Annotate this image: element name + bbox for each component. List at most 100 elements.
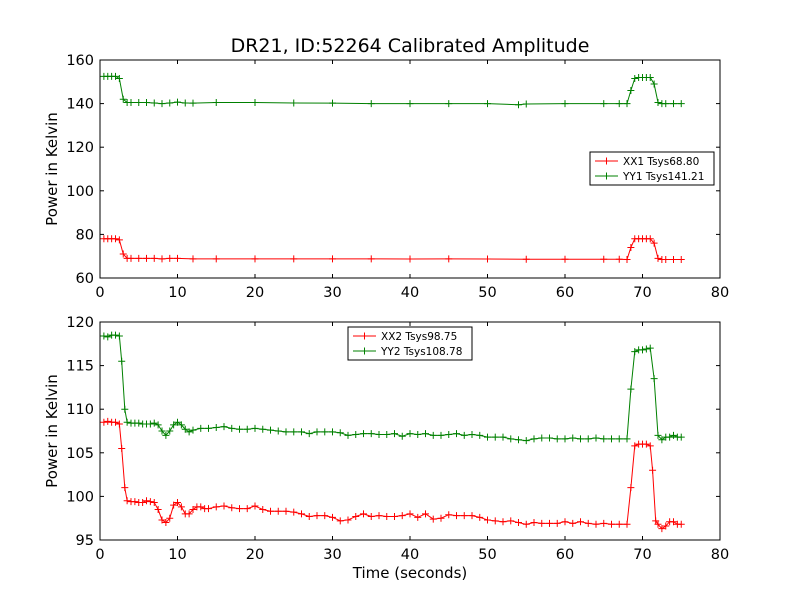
data-point [154, 505, 162, 513]
data-point [197, 503, 205, 511]
data-point [484, 433, 491, 441]
data-point [146, 420, 154, 428]
data-point [123, 418, 131, 426]
data-point [670, 518, 677, 526]
data-point [561, 518, 569, 526]
data-point [166, 254, 174, 262]
x-tick-label: 80 [711, 285, 729, 301]
data-point [177, 503, 185, 511]
data-point [127, 254, 135, 262]
data-point [375, 512, 383, 520]
data-point [646, 344, 654, 352]
data-point [627, 87, 635, 95]
data-point [282, 507, 290, 515]
data-point [561, 100, 569, 108]
data-point [515, 436, 522, 444]
legend-entry: XX1 Tsys68.80 [623, 156, 699, 168]
data-point [189, 255, 197, 263]
data-point [662, 522, 670, 530]
data-point [507, 517, 515, 525]
data-point [329, 428, 336, 436]
data-point [251, 502, 259, 510]
data-point [135, 419, 143, 427]
legend-swatch-marker [361, 332, 368, 340]
y-tick-label: 100 [66, 489, 94, 505]
legend: XX2 Tsys98.75 YY2 Tsys108.78 [347, 326, 473, 361]
data-point [429, 431, 437, 439]
data-point [329, 513, 336, 521]
data-point [650, 80, 658, 88]
x-tick-label: 30 [323, 285, 341, 301]
data-point [507, 435, 515, 443]
data-point [453, 430, 460, 438]
data-point [344, 431, 352, 439]
data-point [391, 430, 398, 438]
data-point [259, 505, 267, 513]
data-point [577, 518, 584, 526]
data-point [670, 431, 677, 439]
data-point [538, 519, 546, 527]
data-point [429, 515, 437, 523]
data-point [367, 255, 375, 263]
data-point [670, 100, 677, 108]
data-point [468, 430, 476, 438]
data-point [146, 498, 154, 506]
data-point [205, 424, 212, 432]
data-point [515, 519, 522, 527]
x-tick-label: 30 [323, 547, 341, 563]
y-tick-label: 95 [76, 533, 94, 549]
data-point [174, 98, 181, 106]
data-point [305, 430, 313, 438]
data-point [615, 435, 623, 443]
data-point [329, 255, 336, 263]
data-point [484, 255, 491, 263]
data-point [290, 428, 298, 436]
data-point [267, 507, 274, 515]
data-point [453, 512, 460, 520]
data-point [360, 510, 367, 518]
data-point [608, 435, 615, 443]
data-point [584, 435, 592, 443]
chart-panel-2: 0 10 20 30 40 50 60 70 80 95 100 105 110 115 120 Power … [43, 315, 729, 582]
data-point [185, 510, 193, 518]
chart-title: DR21, ID:52264 Calibrated Amplitude [231, 35, 590, 57]
data-point [650, 375, 658, 383]
data-point [228, 504, 236, 512]
data-point [437, 431, 445, 439]
data-point [437, 514, 445, 522]
data-point [615, 255, 623, 263]
data-point [158, 255, 166, 263]
data-point [121, 405, 129, 413]
data-point [445, 100, 453, 108]
data-point [530, 519, 538, 527]
data-point [189, 505, 197, 513]
data-point [406, 430, 414, 438]
data-point [654, 520, 662, 528]
x-tick-label: 0 [95, 547, 104, 563]
data-point [569, 434, 577, 442]
data-point [189, 99, 197, 107]
data-point [383, 430, 391, 438]
data-point [650, 239, 658, 247]
data-point [642, 440, 650, 448]
legend-entry: YY1 Tsys141.21 [622, 171, 704, 183]
y-axis-label: Power in Kelvin [43, 112, 61, 226]
data-point [476, 513, 484, 521]
data-point [236, 425, 243, 433]
data-point [569, 519, 577, 527]
data-point [476, 431, 484, 439]
legend-swatch-marker [603, 172, 610, 180]
data-point [391, 512, 398, 520]
data-point [522, 255, 530, 263]
data-point [666, 433, 674, 441]
x-tick-label: 20 [246, 285, 264, 301]
y-tick-label: 115 [66, 359, 94, 375]
data-point [177, 421, 185, 429]
data-point [170, 421, 178, 429]
data-point [274, 427, 282, 435]
data-point [115, 420, 123, 428]
x-tick-label: 60 [556, 285, 574, 301]
data-point [181, 425, 189, 433]
data-point [654, 99, 662, 107]
